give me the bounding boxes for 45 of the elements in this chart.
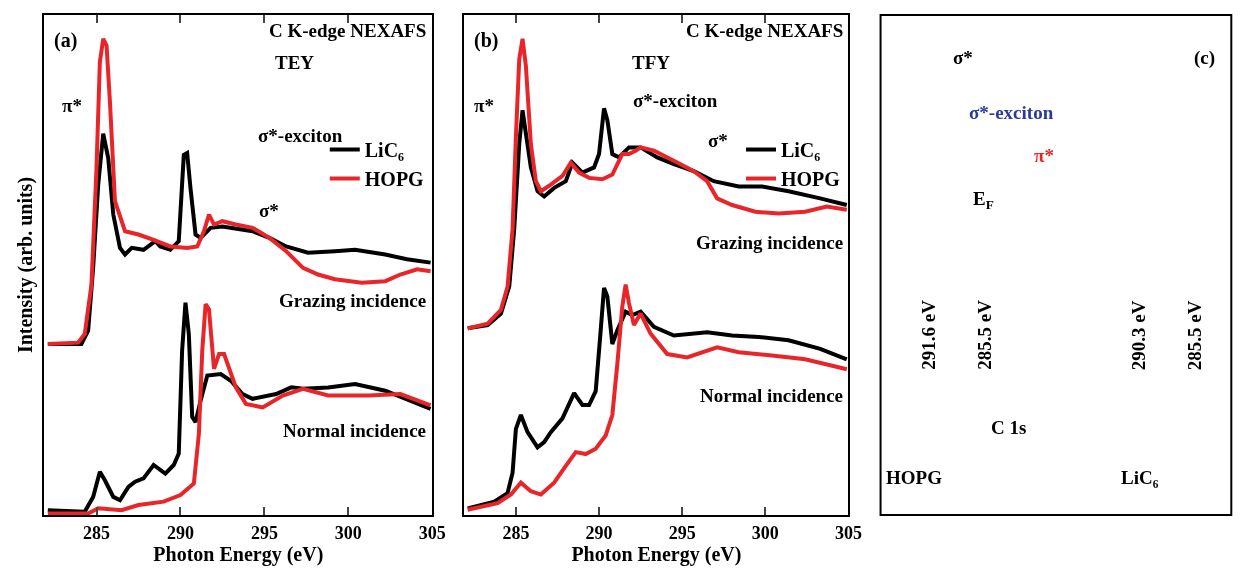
annotation: σ* [259,200,279,221]
text: 285.5 eV [1184,300,1206,371]
annotation: Grazing incidence [696,232,844,253]
annotation: Grazing incidence [279,290,427,311]
x-tick-label: 305 [418,522,446,543]
text: 285.5 eV [973,299,995,370]
text: C 1s [991,417,1027,438]
annotation: π* [474,95,494,116]
x-tick-label: 285 [502,522,530,543]
x-tick-label: 290 [166,522,194,543]
x-tick-label: 290 [585,522,613,543]
text: π* [1034,145,1054,166]
chart-title: C K-edge NEXAFS [686,20,844,41]
y-axis-title: Intensity (arb. units) [14,176,38,354]
x-tick-label: 295 [668,522,696,543]
annotation: π* [62,95,82,116]
chart-title: C K-edge NEXAFS [269,20,427,41]
x-tick-label: 285 [83,522,110,543]
text: (c) [1194,47,1216,69]
text: E$_{F}$ [973,188,994,212]
annotation: (b) [474,29,499,52]
annotation: σ*-exciton [258,125,343,146]
text: σ*-exciton [969,102,1054,123]
annotation: σ* [708,130,728,151]
text: σ* [953,47,973,68]
legend-label: HOPG [364,168,425,191]
text: LiC₆ [1121,467,1159,488]
text: TEY [275,52,315,73]
x-axis-title: Photon Energy (eV) [153,542,324,566]
annotation: (a) [54,29,78,52]
x-tick-label: 295 [250,522,278,543]
x-tick-label: 300 [751,522,779,543]
x-tick-label: 300 [334,522,362,543]
legend-label: HOPG [780,168,841,191]
text: HOPG [886,467,943,488]
text: 290.3 eV [1128,300,1150,371]
annotation: σ*-exciton [633,90,718,111]
annotation: Normal incidence [700,385,844,406]
x-axis-title: Photon Energy (eV) [571,542,742,566]
x-tick-label: 305 [834,522,862,543]
legend-label: LiC₆ [364,139,405,162]
legend-label: LiC₆ [780,139,821,162]
text: 291.6 eV [917,299,939,370]
text: TFY [632,52,671,73]
annotation: Normal incidence [283,420,427,441]
